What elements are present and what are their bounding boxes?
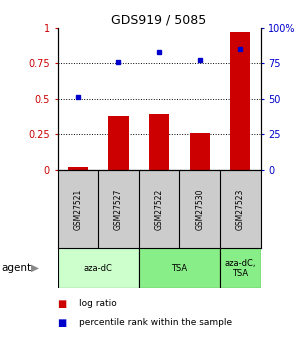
Text: TSA: TSA <box>171 264 188 273</box>
Bar <box>220 248 261 288</box>
Text: GSM27527: GSM27527 <box>114 188 123 230</box>
Bar <box>68 167 88 170</box>
Bar <box>139 248 220 288</box>
Text: GSM27530: GSM27530 <box>195 188 204 230</box>
Title: GDS919 / 5085: GDS919 / 5085 <box>112 13 207 27</box>
Text: GSM27522: GSM27522 <box>155 189 164 230</box>
Text: aza-dC: aza-dC <box>84 264 113 273</box>
Bar <box>58 248 139 288</box>
Text: ■: ■ <box>58 318 67 327</box>
Text: log ratio: log ratio <box>79 299 117 308</box>
Text: GSM27521: GSM27521 <box>73 189 82 230</box>
Text: percentile rank within the sample: percentile rank within the sample <box>79 318 232 327</box>
Bar <box>190 133 210 170</box>
Text: ▶: ▶ <box>31 263 39 273</box>
Text: agent: agent <box>2 263 32 273</box>
Bar <box>149 115 169 170</box>
Text: GSM27523: GSM27523 <box>236 188 245 230</box>
Text: aza-dC,
TSA: aza-dC, TSA <box>225 258 256 278</box>
Bar <box>108 116 129 170</box>
Text: ■: ■ <box>58 299 67 308</box>
Bar <box>230 32 251 170</box>
